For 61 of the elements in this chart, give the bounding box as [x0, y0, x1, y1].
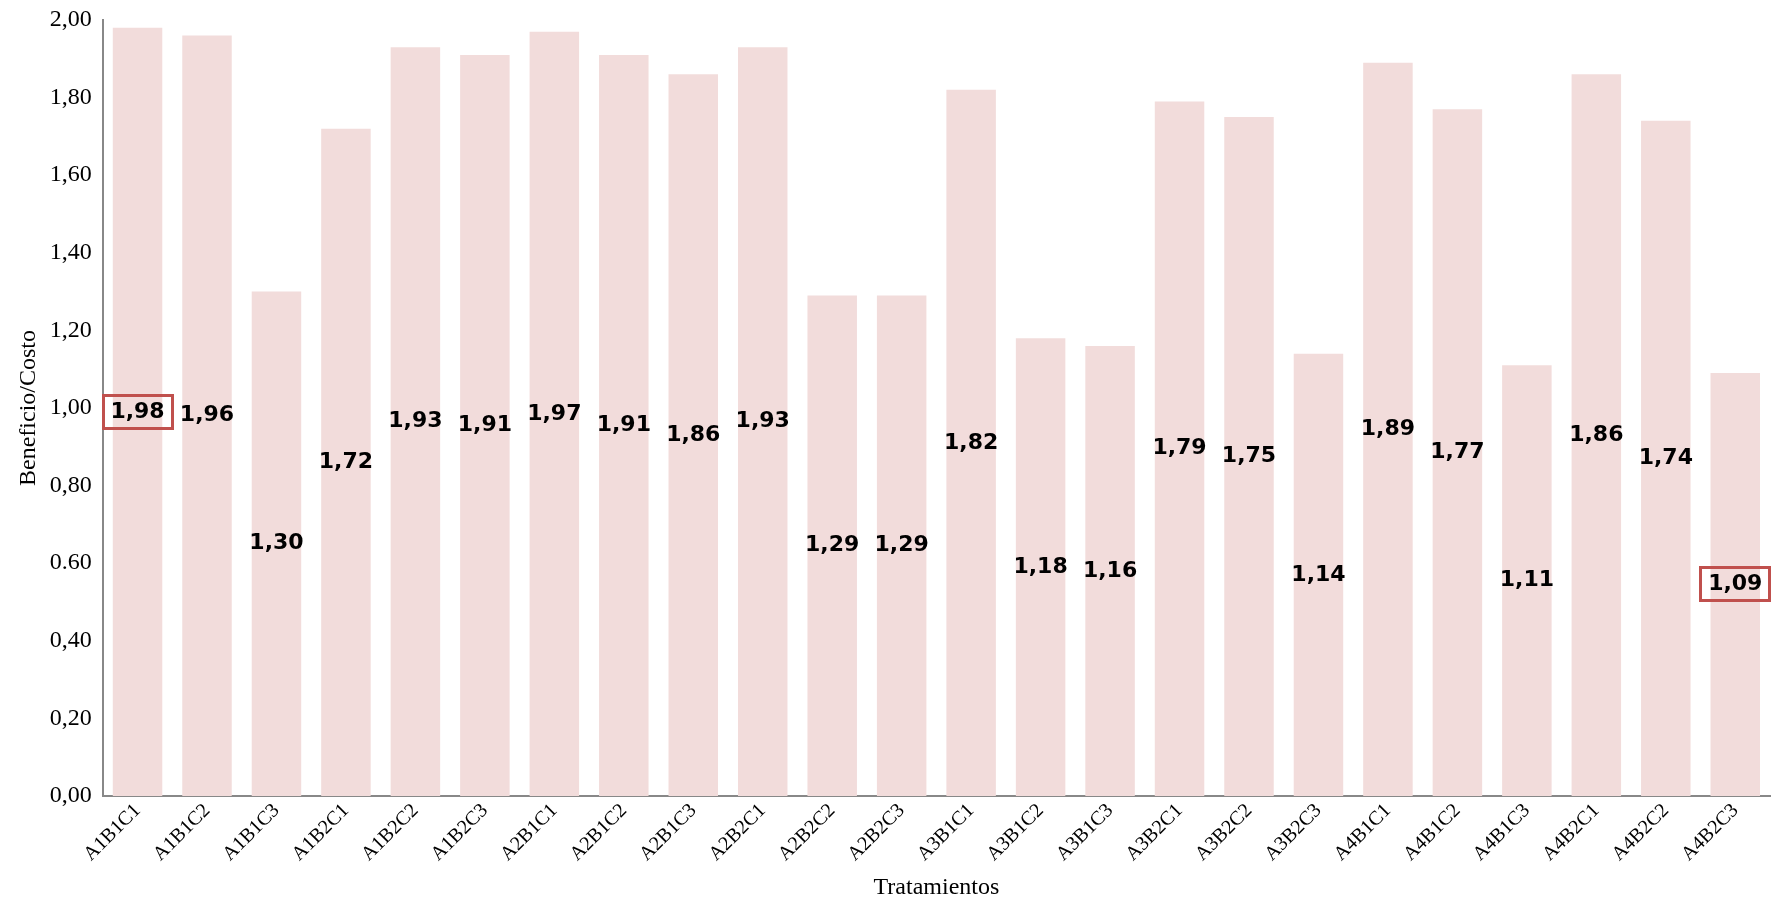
- data-label: 1,91: [596, 411, 651, 437]
- bar: [112, 27, 163, 796]
- data-label: 1,96: [179, 401, 235, 427]
- data-label: 1,86: [1569, 420, 1624, 446]
- x-axis-title: Tratamientos: [873, 872, 1000, 899]
- data-label: 1,11: [1499, 566, 1555, 592]
- bar: [460, 54, 510, 796]
- bar: [1571, 74, 1622, 796]
- data-label: 1,29: [805, 531, 860, 557]
- bar: [946, 89, 996, 796]
- data-label: 1,14: [1291, 560, 1346, 586]
- y-tick-label: 1,40: [49, 238, 92, 265]
- y-tick-label: 2,00: [49, 5, 92, 32]
- data-label: 1,18: [1013, 552, 1068, 578]
- y-tick-label: 1,20: [49, 315, 92, 342]
- data-label: 1,72: [318, 448, 374, 473]
- bar: [1085, 345, 1135, 796]
- y-tick-label: 0,20: [49, 703, 92, 730]
- y-tick-label: 0,00: [49, 781, 92, 808]
- bar: [1641, 120, 1691, 796]
- y-tick-label: 1,80: [49, 82, 92, 109]
- bar: [529, 31, 580, 796]
- bar: [599, 54, 649, 796]
- data-label: 1,93: [735, 407, 790, 433]
- bar: [390, 47, 441, 796]
- bar: [321, 128, 371, 796]
- bar: [1224, 116, 1274, 796]
- data-label: 1,93: [388, 407, 443, 433]
- data-label: 1,74: [1638, 444, 1693, 470]
- y-tick-label: 1,00: [49, 393, 92, 420]
- data-label: 1,77: [1430, 438, 1485, 464]
- bar: [1293, 353, 1344, 796]
- bar: [737, 47, 788, 796]
- y-tick-label: 0,40: [49, 626, 92, 653]
- data-label: 1,91: [457, 411, 513, 437]
- data-label: 1,29: [874, 531, 929, 557]
- bar: [1154, 101, 1205, 796]
- data-label: 1,09: [1708, 570, 1763, 596]
- bar: [876, 295, 927, 796]
- data-label: 1,98: [110, 397, 165, 423]
- bar: [1502, 365, 1552, 796]
- data-label: 1,97: [527, 399, 582, 425]
- data-label: 1,86: [666, 420, 721, 446]
- data-label: 1,75: [1221, 442, 1277, 468]
- bar: [668, 74, 719, 796]
- bar: [807, 295, 857, 796]
- data-label: 1,79: [1152, 434, 1207, 460]
- data-label: 1,89: [1360, 415, 1416, 441]
- data-label: 1,16: [1082, 556, 1138, 582]
- bar: [182, 35, 232, 796]
- bar: [1710, 373, 1761, 796]
- data-label: 1,30: [249, 529, 304, 555]
- bar: [1432, 109, 1483, 796]
- y-tick-label: 0,80: [49, 470, 92, 497]
- y-tick-label: 0.60: [49, 548, 92, 575]
- data-label: 1,82: [943, 428, 999, 454]
- y-axis-title: Beneficio/Costo: [13, 329, 40, 486]
- bar: [1363, 62, 1413, 796]
- y-tick-label: 1,60: [49, 160, 92, 187]
- bar: [1015, 338, 1066, 796]
- bar: [251, 291, 302, 796]
